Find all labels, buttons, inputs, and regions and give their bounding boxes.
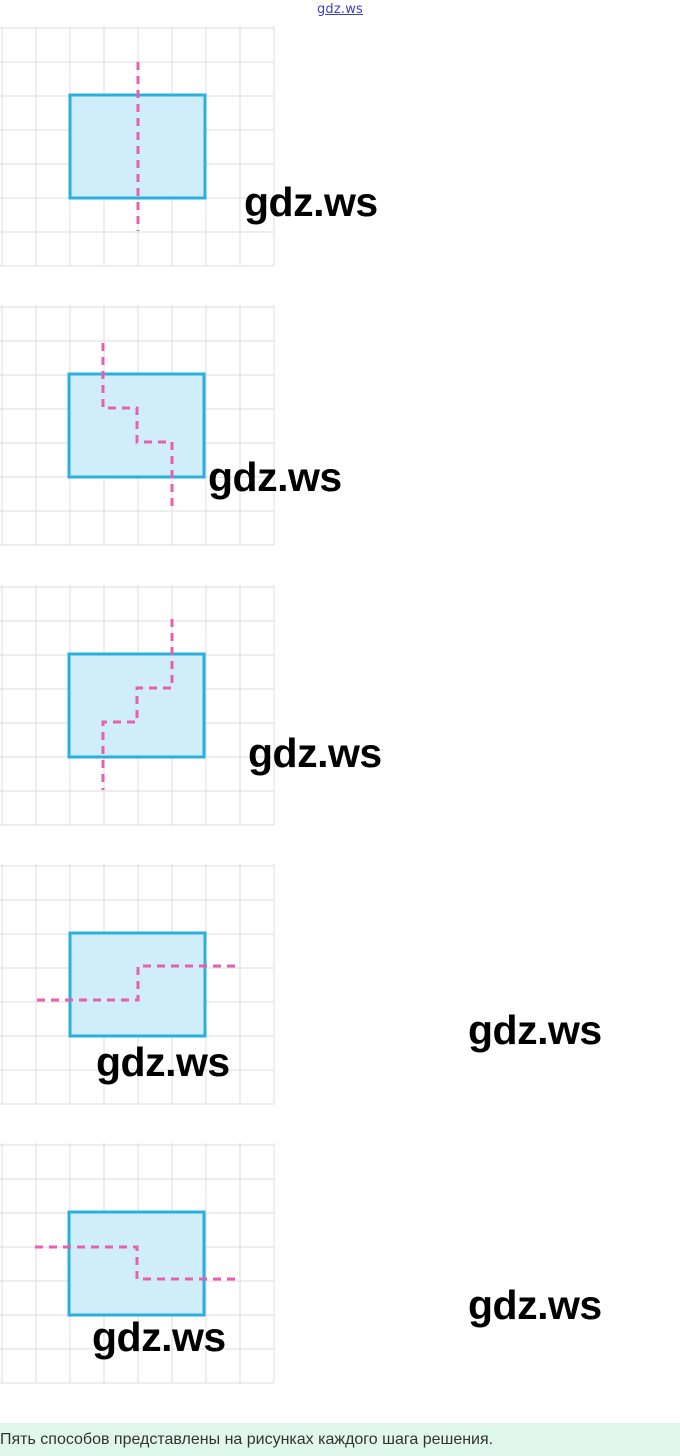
cut-line xyxy=(101,619,174,790)
watermark-text: gdz.ws xyxy=(92,1314,226,1360)
grid xyxy=(0,305,275,546)
figure-5-canvas xyxy=(0,1143,275,1384)
figure-4 xyxy=(0,864,290,1114)
figure-1 xyxy=(0,26,290,276)
site-watermark-link[interactable]: gdz.ws xyxy=(316,2,364,17)
watermark-text: gdz.ws xyxy=(244,179,378,225)
cut-line xyxy=(35,1245,240,1281)
watermark-text-right: gdz.ws xyxy=(468,1007,602,1053)
watermark-text: gdz.ws xyxy=(248,730,382,776)
rectangle xyxy=(67,652,206,759)
cut-line xyxy=(37,964,241,1002)
cut-line xyxy=(101,343,174,510)
figure-3-canvas xyxy=(0,585,275,826)
figure-4-canvas xyxy=(0,864,275,1105)
figure-2 xyxy=(0,305,290,555)
figure-2-canvas xyxy=(0,305,275,546)
figure-5 xyxy=(0,1143,290,1393)
figure-3 xyxy=(0,585,290,835)
figure-1-canvas xyxy=(0,26,275,267)
watermark-text: gdz.ws xyxy=(208,454,342,500)
solution-caption: Пять способов представлены на рисунках к… xyxy=(0,1423,680,1456)
watermark-text: gdz.ws xyxy=(96,1039,230,1085)
watermark-text-right: gdz.ws xyxy=(468,1282,602,1328)
